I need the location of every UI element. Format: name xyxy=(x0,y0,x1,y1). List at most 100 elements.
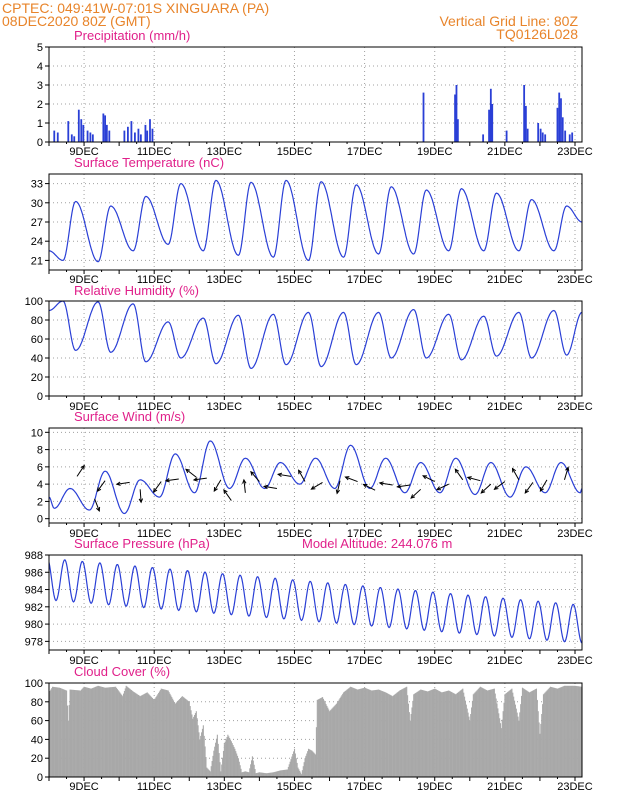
precip-bar xyxy=(77,109,80,142)
cloud-cover-bar xyxy=(96,686,98,777)
cloud-cover-bar xyxy=(479,686,481,777)
cloud-cover-bar xyxy=(524,689,526,777)
cloud-cover-bar xyxy=(377,689,379,777)
precip-bar xyxy=(524,105,527,142)
cloud-cover-bar xyxy=(222,757,224,777)
cloud-cover-bar xyxy=(336,703,338,777)
x-tick-label: 15DEC xyxy=(277,528,313,540)
cloud-cover-bar xyxy=(57,687,59,777)
x-tick-label: 15DEC xyxy=(277,274,313,286)
precip-bar xyxy=(489,88,492,142)
cloud-cover-bar xyxy=(566,685,568,777)
y-tick-label: 80 xyxy=(31,697,43,709)
wind-arrow-head xyxy=(96,506,101,513)
x-tick-label: 17DEC xyxy=(347,401,383,413)
cloud-cover-bar xyxy=(579,686,581,777)
cloud-cover-bar xyxy=(436,690,438,777)
cloud-cover-bar xyxy=(85,687,87,777)
cloud-cover-bar xyxy=(410,714,412,777)
cloud-cover-bar xyxy=(243,771,246,777)
panel-pressure: Surface Pressure (hPa) Model Altitude: 24… xyxy=(25,536,593,667)
wind-arrow-shaft xyxy=(494,481,506,490)
cloud-cover-bar xyxy=(540,723,542,777)
cloud-cover-bar xyxy=(91,688,93,777)
cloud-cover-bar xyxy=(230,741,232,777)
cloud-cover-bar xyxy=(235,751,237,777)
precip-bar xyxy=(144,124,147,142)
cloud-cover-bar xyxy=(102,687,104,777)
wind-arrow-shaft xyxy=(139,489,142,503)
cloud-cover-bar xyxy=(406,686,408,777)
cloud-cover-bar xyxy=(128,687,130,777)
cloud-cover-bar xyxy=(272,772,275,777)
cloud-cover-bar xyxy=(485,690,488,777)
cloud-cover-bar xyxy=(65,690,67,777)
cloud-cover-bar xyxy=(257,772,259,777)
cloud-cover-bar xyxy=(329,710,332,777)
cloud-cover-bar xyxy=(546,690,548,777)
cloud-cover-bar xyxy=(115,686,117,777)
cloud-cover-bar xyxy=(243,771,245,777)
x-tick-label: 19DEC xyxy=(417,781,453,793)
cloud-cover-bar xyxy=(431,689,433,777)
cloud-cover-bar xyxy=(72,689,74,777)
cloud-cover-bar xyxy=(352,687,354,777)
cloud-cover-bar xyxy=(339,698,341,777)
cloud-cover-bar xyxy=(388,694,390,777)
y-tick-label: 2 xyxy=(37,99,43,111)
cloud-cover-bar xyxy=(119,692,121,777)
y-tick-label: 100 xyxy=(25,296,43,308)
cloud-cover-bar xyxy=(371,690,373,777)
cloud-cover-bar xyxy=(123,690,125,777)
wind-arrow-head xyxy=(493,485,499,491)
cloud-cover-bar xyxy=(311,750,313,777)
cloud-cover-bar xyxy=(435,689,437,777)
cloud-cover-bar xyxy=(407,703,410,777)
cloud-cover-bar xyxy=(481,687,483,777)
wind-arrow xyxy=(563,466,570,480)
panel-title-rh: Relative Humidity (%) xyxy=(74,283,199,298)
y-tick-label: 982 xyxy=(25,602,43,614)
cloud-cover-bar xyxy=(506,692,508,777)
cloud-cover-bar xyxy=(508,690,510,777)
cloud-cover-bar xyxy=(159,690,161,777)
cloud-cover-bar xyxy=(313,752,315,777)
cloud-cover-bar xyxy=(242,772,244,777)
x-tick-label: 23DEC xyxy=(557,781,593,793)
y-tick-label: 5 xyxy=(37,42,43,54)
cloud-cover-bar xyxy=(306,753,308,777)
panel-rh: Relative Humidity (%) 0 20 40 60 80 100 9DEC 11D… xyxy=(25,283,593,413)
cloud-cover-bar xyxy=(130,690,133,777)
cloud-cover-bar xyxy=(289,761,291,777)
cloud-cover-bar xyxy=(570,685,573,777)
x-tick-label: 13DEC xyxy=(207,401,243,413)
cloud-cover-bar xyxy=(262,772,264,777)
cloud-cover-bar xyxy=(417,691,419,777)
cloud-cover-bar xyxy=(64,689,66,777)
cloud-cover-bar xyxy=(309,749,311,777)
wind-arrow xyxy=(378,481,393,486)
wind-arrow xyxy=(115,481,130,486)
cloud-cover-bar xyxy=(526,690,528,777)
cloud-cover-bar xyxy=(428,691,430,777)
cloud-cover-bar xyxy=(400,690,402,777)
wind-arrow xyxy=(213,479,222,493)
precip-bar xyxy=(571,132,574,142)
panel-frame-rh xyxy=(48,300,583,397)
precip-bar xyxy=(67,121,70,142)
x-tick-label: 9DEC xyxy=(69,146,98,158)
cloud-cover-bar xyxy=(263,772,265,777)
cloud-cover-bar xyxy=(203,735,205,777)
cloud-cover-bar xyxy=(272,772,274,777)
wind-arrow xyxy=(539,479,548,493)
cloud-cover-bar xyxy=(580,686,582,777)
cloud-cover-bar xyxy=(168,692,170,777)
cloud-cover-bar xyxy=(370,690,372,777)
cloud-cover-bar xyxy=(178,699,180,777)
cloud-cover-bar xyxy=(130,689,132,777)
wind-arrow xyxy=(396,484,411,489)
precip-bar xyxy=(456,119,459,142)
panel-title-pressure: Surface Pressure (hPa) xyxy=(74,536,210,551)
cloud-cover-bar xyxy=(541,714,543,777)
cloud-cover-bar xyxy=(351,687,353,777)
